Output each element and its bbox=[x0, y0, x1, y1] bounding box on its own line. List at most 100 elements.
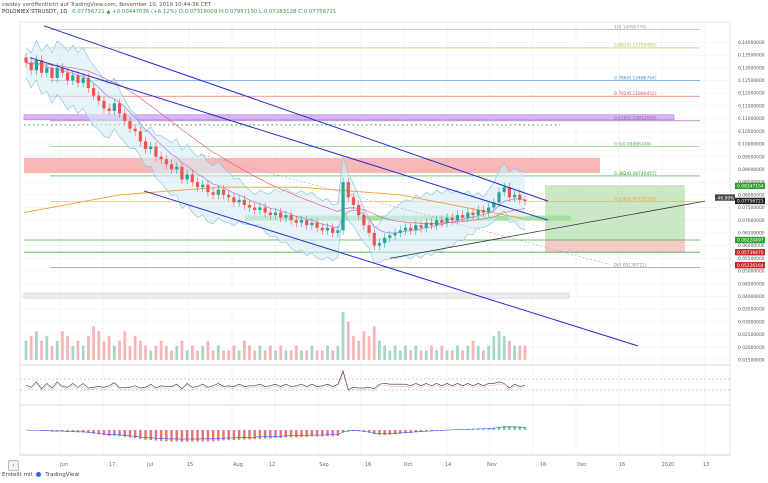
macd-bar bbox=[97, 430, 100, 435]
volume-bar bbox=[206, 340, 210, 360]
candle bbox=[39, 60, 44, 73]
volume-bar bbox=[398, 350, 402, 360]
candle bbox=[435, 220, 439, 226]
candle bbox=[232, 197, 236, 203]
volume-bar bbox=[97, 331, 101, 360]
macd-bar bbox=[399, 430, 402, 434]
volume-bar bbox=[263, 350, 267, 360]
x-tick-label: Sep bbox=[319, 462, 328, 468]
y-tick-label: 0.05500000 bbox=[738, 256, 765, 262]
volume-bar bbox=[279, 345, 283, 360]
price-tag-box bbox=[735, 197, 765, 205]
candle bbox=[91, 88, 96, 96]
candle bbox=[164, 159, 168, 165]
y-tick-label: 0.11500000 bbox=[738, 103, 765, 109]
scroll-left-button[interactable]: ‹ bbox=[8, 460, 19, 471]
macd-bar bbox=[165, 430, 168, 442]
y-tick-label: 0.07500000 bbox=[738, 205, 765, 211]
candle bbox=[237, 199, 241, 203]
candle bbox=[419, 225, 423, 228]
price-tag-label: 0.06220497 bbox=[737, 238, 764, 244]
volume-bar bbox=[222, 350, 225, 360]
price-tag-label: 0.07756721 bbox=[737, 199, 764, 205]
macd-bar bbox=[248, 430, 251, 440]
candle bbox=[29, 62, 33, 71]
macd-bar bbox=[326, 430, 329, 437]
x-tick-label: Dec bbox=[577, 462, 587, 468]
macd-bar bbox=[159, 430, 163, 441]
volume-bar bbox=[164, 345, 168, 360]
price-tag-label: 0.08347154 bbox=[737, 184, 764, 190]
candle bbox=[398, 230, 402, 233]
macd-bar bbox=[232, 430, 236, 441]
macd-bar bbox=[175, 430, 178, 442]
x-tick-label: 15 bbox=[187, 462, 193, 468]
volume-bar bbox=[466, 345, 470, 360]
macd-bar bbox=[191, 430, 194, 442]
volume-bar bbox=[320, 350, 324, 360]
macd-bar bbox=[133, 430, 137, 439]
candle bbox=[107, 108, 111, 111]
candle bbox=[175, 166, 179, 170]
fib-label: 0.5(0.09886240) bbox=[614, 142, 651, 148]
volume-bar bbox=[357, 340, 361, 360]
volume-bar bbox=[211, 350, 215, 360]
macd-bar bbox=[92, 430, 95, 434]
footer-brand[interactable]: TradingView bbox=[45, 472, 80, 478]
macd-bar bbox=[336, 430, 340, 436]
candle bbox=[372, 232, 376, 246]
x-tick-label: 17 bbox=[109, 462, 115, 468]
volume-bar bbox=[471, 340, 475, 360]
macd-bar bbox=[118, 430, 121, 437]
price-tag-box bbox=[735, 182, 765, 190]
channel-bottom bbox=[143, 190, 639, 347]
volume-bar bbox=[331, 350, 335, 360]
candle bbox=[60, 67, 64, 73]
macd-bar bbox=[222, 430, 225, 441]
volume-bar bbox=[29, 336, 33, 360]
volume-bar bbox=[372, 326, 376, 360]
macd-bar bbox=[269, 430, 272, 439]
macd-bar bbox=[503, 425, 506, 430]
volume-bar bbox=[76, 340, 80, 360]
y-tick-label: 0.02000000 bbox=[738, 345, 765, 351]
y-tick-label: 0.02500000 bbox=[738, 332, 765, 338]
symbol-label[interactable]: POLONIEX:STRUSDT, 1D bbox=[2, 9, 68, 15]
candle bbox=[123, 113, 127, 122]
macd-bar bbox=[341, 430, 345, 433]
volume-bar bbox=[315, 350, 319, 360]
ema-slow bbox=[23, 186, 526, 220]
volume-bar bbox=[419, 350, 423, 360]
macd-bar bbox=[123, 430, 126, 437]
macd-bar bbox=[258, 430, 262, 439]
macd-bar bbox=[211, 430, 215, 442]
macd-bar bbox=[149, 430, 152, 440]
volume-bar bbox=[300, 350, 303, 360]
candle bbox=[305, 220, 309, 226]
dashed-projection bbox=[199, 153, 611, 265]
candle bbox=[279, 212, 283, 218]
volume-bar bbox=[55, 340, 59, 360]
volume-bar bbox=[414, 345, 418, 360]
y-tick-label: 0.09500000 bbox=[738, 154, 765, 160]
candle bbox=[513, 194, 517, 198]
volume-bar bbox=[180, 340, 184, 360]
symbol-line: POLONIEX:STRUSDT, 1D 0.07756721 ▲ +0.004… bbox=[2, 9, 339, 15]
volume-bar bbox=[450, 350, 454, 360]
arrow-left-icon: ‹ bbox=[12, 462, 15, 469]
x-tick-label: 12 bbox=[269, 462, 275, 468]
volume-bar bbox=[201, 345, 205, 360]
volume-bar bbox=[216, 345, 220, 360]
candle bbox=[383, 237, 387, 244]
x-tick-label: Aug bbox=[233, 462, 243, 468]
volume-bar bbox=[71, 345, 75, 360]
macd-bar bbox=[107, 430, 111, 436]
bollinger-bands bbox=[25, 39, 526, 264]
macd-bar bbox=[253, 430, 256, 440]
candle bbox=[185, 174, 189, 180]
fib-label: 0.618(0.10912058) bbox=[614, 116, 657, 122]
y-tick-label: 0.11000000 bbox=[738, 116, 765, 122]
candle bbox=[86, 77, 90, 89]
macd-bar bbox=[477, 428, 480, 430]
